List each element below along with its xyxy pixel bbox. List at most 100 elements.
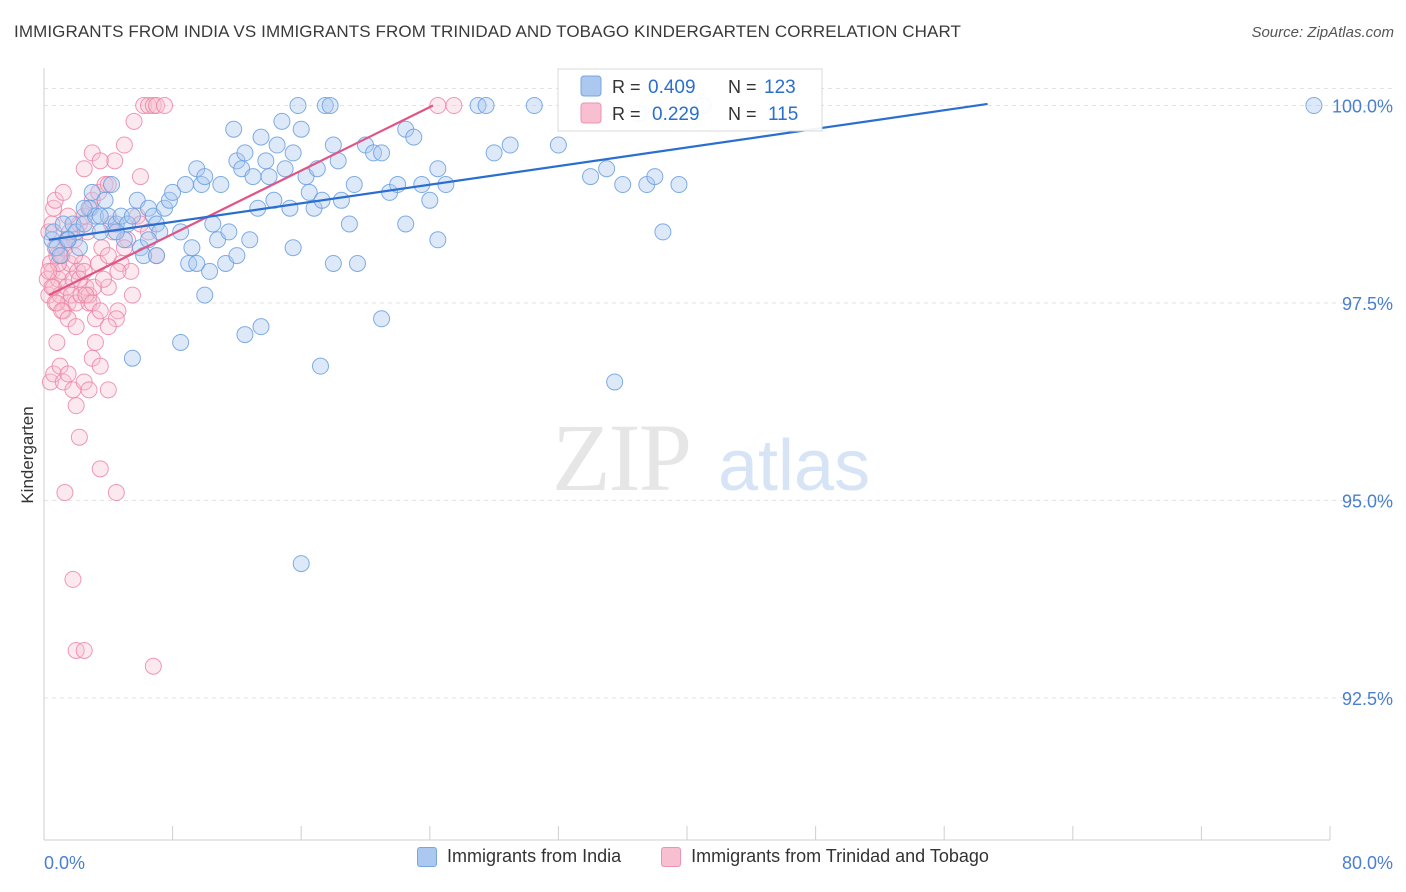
india-point bbox=[340, 215, 358, 233]
trinidad-point bbox=[66, 247, 84, 265]
legend-item-india[interactable]: Immigrants from India bbox=[417, 846, 621, 867]
india-point bbox=[75, 199, 93, 217]
india-point bbox=[421, 191, 439, 209]
stats-r-label-tt: R = bbox=[612, 104, 641, 124]
series-india-points bbox=[43, 97, 1323, 573]
trinidad-point bbox=[109, 262, 127, 280]
india-point bbox=[268, 136, 286, 154]
stats-n-india: 123 bbox=[764, 77, 796, 98]
trinidad-point bbox=[70, 428, 88, 446]
india-point bbox=[345, 176, 363, 194]
trinidad-point bbox=[48, 333, 66, 351]
india-point bbox=[183, 239, 201, 257]
india-point bbox=[289, 97, 307, 115]
india-point bbox=[252, 318, 270, 336]
stats-r-label-india: R = bbox=[612, 77, 641, 97]
india-point bbox=[321, 97, 339, 115]
india-point bbox=[123, 349, 141, 367]
india-point bbox=[397, 215, 415, 233]
india-point bbox=[59, 231, 77, 249]
india-point bbox=[582, 168, 600, 186]
india-point bbox=[244, 168, 262, 186]
axes bbox=[43, 68, 1331, 841]
india-point bbox=[201, 262, 219, 280]
stats-swatch-tt bbox=[580, 102, 602, 124]
india-point bbox=[196, 168, 214, 186]
india-point bbox=[324, 254, 342, 272]
legend-item-trinidad[interactable]: Immigrants from Trinidad and Tobago bbox=[661, 846, 989, 867]
india-trend-line bbox=[48, 102, 988, 241]
trinidad-point bbox=[80, 381, 98, 399]
trinidad-point bbox=[40, 262, 58, 280]
trinidad-point bbox=[67, 318, 85, 336]
trinidad-point bbox=[445, 97, 463, 115]
india-point bbox=[273, 112, 291, 130]
trinidad-point bbox=[59, 207, 77, 225]
trinidad-point bbox=[91, 357, 109, 375]
india-point bbox=[103, 176, 121, 194]
trinidad-point bbox=[75, 160, 93, 178]
trinidad-point bbox=[156, 97, 174, 115]
india-point bbox=[332, 191, 350, 209]
trinidad-point bbox=[122, 262, 140, 280]
legend: Immigrants from India Immigrants from Tr… bbox=[0, 846, 1406, 867]
trinidad-point bbox=[91, 460, 109, 478]
trinidad-point bbox=[56, 484, 74, 502]
india-point bbox=[204, 215, 222, 233]
trinidad-point bbox=[99, 278, 117, 296]
india-point bbox=[236, 326, 254, 344]
legend-label-trinidad: Immigrants from Trinidad and Tobago bbox=[691, 846, 989, 866]
india-point bbox=[429, 231, 447, 249]
india-point bbox=[284, 239, 302, 257]
india-point bbox=[176, 176, 194, 194]
trinidad-point bbox=[48, 294, 66, 312]
stats-box-frame bbox=[557, 68, 823, 132]
trinidad-point bbox=[54, 183, 72, 201]
india-point bbox=[292, 120, 310, 138]
trinidad-point bbox=[91, 152, 109, 170]
trinidad-point bbox=[99, 247, 117, 265]
trinidad-point bbox=[99, 318, 117, 336]
trinidad-point bbox=[86, 333, 104, 351]
india-point bbox=[405, 128, 423, 146]
india-point bbox=[225, 120, 243, 138]
india-point bbox=[83, 183, 101, 201]
trinidad-point bbox=[59, 365, 77, 383]
india-point bbox=[437, 176, 455, 194]
trinidad-point bbox=[91, 302, 109, 320]
trinidad-point bbox=[115, 136, 133, 154]
india-point bbox=[148, 247, 166, 265]
trinidad-point bbox=[135, 97, 153, 115]
india-point bbox=[348, 254, 366, 272]
india-point bbox=[598, 160, 616, 178]
stats-box: R = 0.409 N = 123 R = 0.229 N = 115 bbox=[557, 68, 823, 132]
india-point bbox=[485, 144, 503, 162]
trinidad-point bbox=[106, 152, 124, 170]
india-point bbox=[654, 223, 672, 241]
india-point bbox=[373, 310, 391, 328]
trinidad-point bbox=[94, 270, 112, 288]
trinidad-point bbox=[99, 381, 117, 399]
india-point bbox=[91, 207, 109, 225]
india-point bbox=[525, 97, 543, 115]
trinidad-point bbox=[144, 657, 162, 675]
india-point bbox=[276, 160, 294, 178]
india-point bbox=[281, 199, 299, 217]
india-point bbox=[156, 199, 174, 217]
trinidad-trend-line bbox=[48, 104, 434, 297]
india-point bbox=[220, 223, 238, 241]
tick-labels: 92.5% 95.0% 97.5% 100.0% 0.0% 80.0% bbox=[44, 97, 1393, 873]
india-point bbox=[284, 144, 302, 162]
trinidad-point bbox=[75, 373, 93, 391]
trend-lines bbox=[48, 102, 988, 297]
india-point bbox=[257, 152, 275, 170]
india-point bbox=[646, 168, 664, 186]
x-tick-label-max: 80.0% bbox=[1342, 853, 1393, 873]
india-point bbox=[212, 176, 230, 194]
india-point bbox=[311, 357, 329, 375]
trinidad-point bbox=[75, 641, 93, 659]
y-tick-label: 95.0% bbox=[1342, 491, 1393, 511]
y-tick-label: 92.5% bbox=[1342, 689, 1393, 709]
india-point bbox=[292, 555, 310, 573]
